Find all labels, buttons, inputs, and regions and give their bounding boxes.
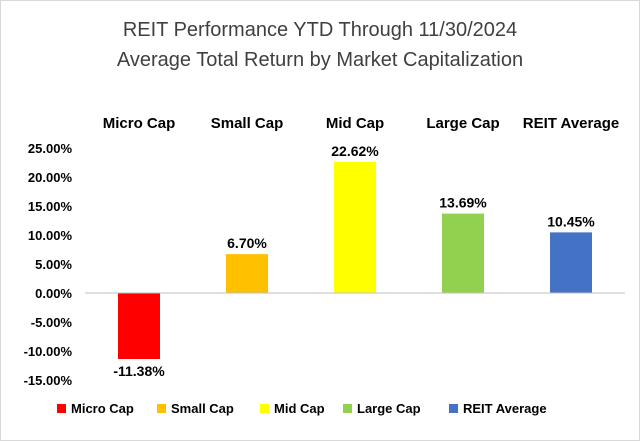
bar bbox=[118, 293, 160, 360]
y-tick-label: -15.00% bbox=[24, 373, 73, 388]
bars bbox=[118, 161, 592, 360]
legend-swatch bbox=[57, 404, 66, 413]
data-label: 6.70% bbox=[227, 235, 267, 251]
y-tick-label: 20.00% bbox=[28, 170, 73, 185]
legend-swatch bbox=[157, 404, 166, 413]
legend-entry: Large Cap bbox=[357, 401, 421, 416]
legend-entry: REIT Average bbox=[463, 401, 547, 416]
legend-entry: Micro Cap bbox=[71, 401, 134, 416]
category-labels: Micro Cap Small Cap Mid Cap Large Cap REIT A… bbox=[103, 115, 619, 132]
data-label: 22.62% bbox=[331, 143, 379, 159]
bar bbox=[442, 213, 484, 293]
y-tick-label: 5.00% bbox=[35, 257, 72, 272]
bar bbox=[226, 254, 268, 293]
y-axis: 25.00% 20.00% 15.00% 10.00% 5.00% 0.00% -5.00%… bbox=[24, 141, 73, 388]
legend-entry: Small Cap bbox=[171, 401, 234, 416]
y-tick-label: -10.00% bbox=[24, 344, 73, 359]
chart-title-line-2: Average Total Return by Market Capitaliz… bbox=[117, 49, 523, 71]
legend-entry: Mid Cap bbox=[274, 401, 325, 416]
legend: Micro Cap Small Cap Mid Cap Large Cap REIT A… bbox=[57, 401, 547, 416]
data-labels: -11.38% 6.70% 22.62% 13.69% 10.45% bbox=[113, 143, 595, 379]
category-label: REIT Average bbox=[523, 115, 619, 132]
legend-swatch bbox=[343, 404, 352, 413]
y-tick-label: 10.00% bbox=[28, 228, 73, 243]
bar bbox=[334, 161, 376, 293]
category-label: Small Cap bbox=[211, 115, 284, 132]
y-tick-label: 0.00% bbox=[35, 286, 72, 301]
category-label: Micro Cap bbox=[103, 115, 176, 132]
data-label: 10.45% bbox=[547, 213, 595, 229]
data-label: 13.69% bbox=[439, 195, 487, 211]
category-label: Large Cap bbox=[426, 115, 499, 132]
y-tick-label: -5.00% bbox=[31, 315, 73, 330]
category-label: Mid Cap bbox=[326, 115, 384, 132]
chart-title-line-1: REIT Performance YTD Through 11/30/2024 bbox=[123, 19, 517, 41]
y-tick-label: 15.00% bbox=[28, 199, 73, 214]
bar bbox=[550, 232, 592, 293]
y-tick-label: 25.00% bbox=[28, 141, 73, 156]
data-label: -11.38% bbox=[113, 363, 165, 379]
legend-swatch bbox=[449, 404, 458, 413]
legend-swatch bbox=[260, 404, 269, 413]
